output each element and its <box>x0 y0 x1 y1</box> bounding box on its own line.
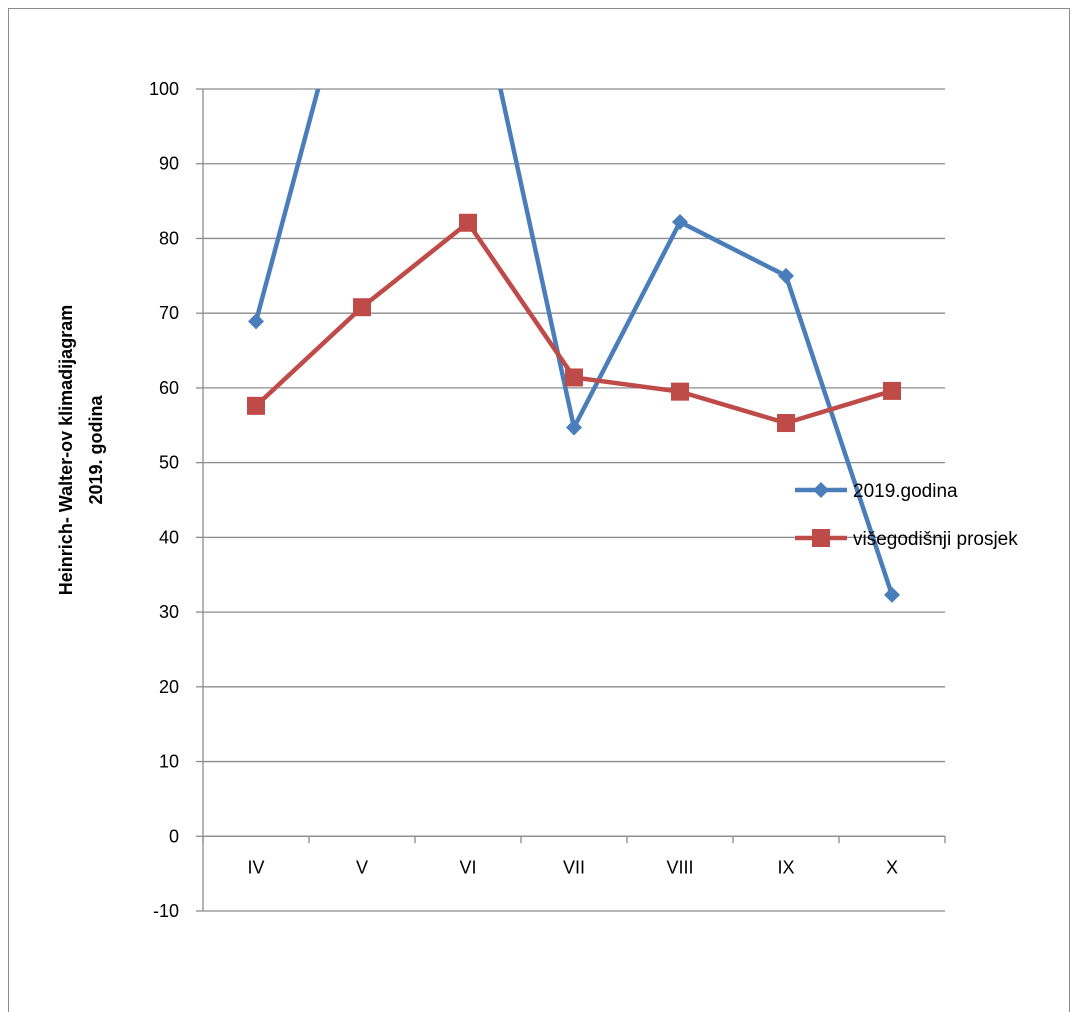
y-tick-label: 10 <box>159 752 179 772</box>
x-tick-label: V <box>356 857 368 877</box>
series-1 <box>248 89 900 603</box>
y-tick-label: 0 <box>169 826 179 846</box>
x-tick-label: VII <box>563 857 585 877</box>
legend: 2019.godina višegodišnji prosjek <box>795 481 1018 550</box>
data-point <box>248 313 264 330</box>
y-tick-label: 60 <box>159 378 179 398</box>
series-line <box>254 220 893 426</box>
data-point <box>778 267 794 284</box>
data-point <box>566 419 582 436</box>
y-tick-label: 80 <box>159 228 179 248</box>
y-axis-label: Heinrich- Walter-ov klimadijagram 2019. g… <box>56 305 106 595</box>
series-layer <box>247 89 901 603</box>
series-2 <box>247 213 901 433</box>
legend-label: višegodišnji prosjek <box>853 529 1018 550</box>
legend-marker <box>813 482 829 498</box>
y-tick-label: 30 <box>159 602 179 622</box>
data-point <box>884 586 900 603</box>
data-point <box>671 382 689 401</box>
x-tick-label: IX <box>777 857 794 877</box>
y-axis-label-line: 2019. godina <box>86 394 106 504</box>
axes <box>196 88 946 912</box>
data-point <box>672 214 688 231</box>
legend-marker <box>812 529 830 547</box>
data-point <box>459 213 477 232</box>
x-tick-labels: IV V VI VII VIII IX X <box>247 857 898 877</box>
x-tick-label: VI <box>459 857 476 877</box>
data-point <box>565 368 583 387</box>
x-tick-label: IV <box>247 857 264 877</box>
data-point <box>777 414 795 433</box>
legend-label: 2019.godina <box>853 481 958 502</box>
gridlines <box>203 88 945 912</box>
y-tick-label: 20 <box>159 677 179 697</box>
legend-item: višegodišnji prosjek <box>795 529 1018 550</box>
y-tick-label: 90 <box>159 154 179 174</box>
y-tick-label: 70 <box>159 303 179 323</box>
y-tick-label: 50 <box>159 453 179 473</box>
legend-item: 2019.godina <box>795 481 958 502</box>
y-tick-label: 100 <box>149 79 179 99</box>
y-tick-labels: -10 0 10 20 30 40 50 60 70 80 90 100 <box>149 79 179 921</box>
y-axis-label-line: Heinrich- Walter-ov klimadijagram <box>56 305 76 595</box>
x-tick-label: X <box>886 857 898 877</box>
y-tick-label: -10 <box>153 901 179 921</box>
data-point <box>883 381 901 400</box>
data-point <box>353 298 371 317</box>
y-tick-label: 40 <box>159 527 179 547</box>
x-tick-label: VIII <box>666 857 693 877</box>
chart-frame <box>8 8 1070 1012</box>
data-point <box>247 396 265 415</box>
